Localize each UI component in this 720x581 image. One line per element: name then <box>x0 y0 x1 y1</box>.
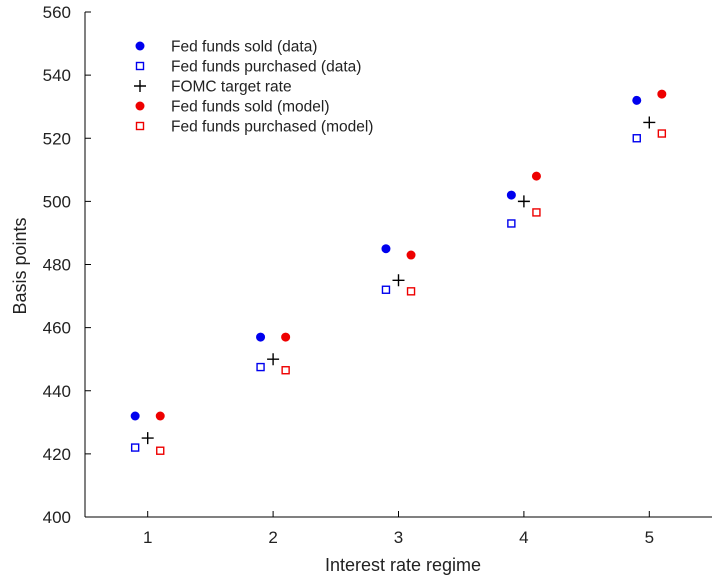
y-tick-label: 540 <box>43 66 71 85</box>
y-tick-label: 420 <box>43 445 71 464</box>
data-point <box>256 332 266 342</box>
legend-label: Fed funds sold (model) <box>171 99 330 116</box>
data-point <box>517 195 530 208</box>
y-tick-label: 520 <box>43 129 71 148</box>
data-point <box>155 411 165 421</box>
x-tick-label: 2 <box>268 528 277 547</box>
data-point <box>531 171 541 181</box>
legend-marker <box>135 101 145 111</box>
data-point <box>256 362 265 372</box>
data-point <box>141 432 154 445</box>
data-point <box>130 443 140 452</box>
y-axis-ticks: 400 420 440 460 480 500 520 540 560 <box>43 3 91 527</box>
y-axis-label: Basis points <box>10 217 30 314</box>
legend-label: FOMC target rate <box>171 79 292 96</box>
data-point <box>507 219 516 228</box>
data-point <box>643 116 656 129</box>
data-point <box>130 411 140 421</box>
data-point <box>506 190 516 200</box>
y-tick-label: 560 <box>43 3 71 22</box>
data-point <box>657 129 667 138</box>
data-point <box>281 332 291 342</box>
data-point <box>381 285 391 294</box>
y-tick-label: 480 <box>43 256 71 275</box>
data-point <box>657 89 667 99</box>
data-point <box>281 366 290 375</box>
data-points <box>130 89 667 455</box>
data-point <box>632 95 642 105</box>
x-tick-label: 4 <box>519 528 528 547</box>
x-tick-label: 5 <box>645 528 654 547</box>
data-point <box>381 244 391 254</box>
data-point <box>392 274 405 287</box>
data-point <box>156 446 165 455</box>
data-point <box>406 250 416 260</box>
y-tick-label: 500 <box>43 192 71 211</box>
legend-label: Fed funds purchased (data) <box>171 59 361 76</box>
data-point <box>532 208 541 217</box>
data-point <box>632 134 641 143</box>
data-point <box>267 353 280 366</box>
y-tick-label: 440 <box>43 382 71 401</box>
legend-marker <box>135 121 145 131</box>
data-point <box>406 287 416 296</box>
legend-marker <box>135 41 145 51</box>
legend-marker <box>135 61 145 71</box>
legend-label: Fed funds purchased (model) <box>171 119 373 136</box>
x-tick-label: 3 <box>394 528 403 547</box>
y-tick-label: 400 <box>43 508 71 527</box>
x-axis-ticks: 1 2 3 4 5 <box>143 511 654 547</box>
legend: Fed funds sold (data) Fed funds purchased… <box>134 39 373 136</box>
legend-marker <box>134 80 146 92</box>
legend-label: Fed funds sold (data) <box>171 39 317 56</box>
x-axis-label: Interest rate regime <box>325 555 481 575</box>
y-tick-label: 460 <box>43 319 71 338</box>
x-tick-label: 1 <box>143 528 152 547</box>
